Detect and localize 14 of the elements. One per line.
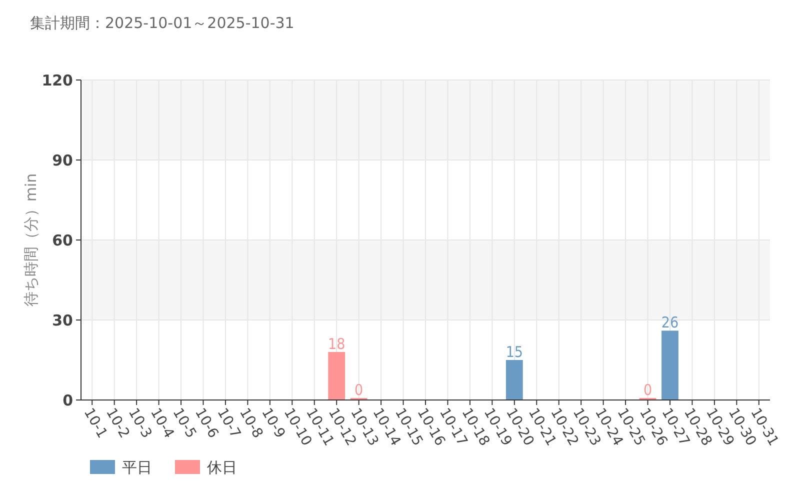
data-label: 15 xyxy=(506,343,523,361)
y-tick-label: 120 xyxy=(42,71,73,90)
data-label: 0 xyxy=(643,381,652,399)
y-axis-title: 待ち時間（分）min xyxy=(22,173,40,307)
legend-label: 休日 xyxy=(207,458,237,476)
y-tick-label: 30 xyxy=(52,311,73,330)
y-tick-label: 90 xyxy=(52,151,73,170)
chart-title: 集計期間：2025-10-01～2025-10-31 xyxy=(30,14,294,32)
data-label: 0 xyxy=(354,381,364,399)
data-label: 18 xyxy=(328,335,346,353)
y-tick-label: 60 xyxy=(52,231,73,250)
legend-label: 平日 xyxy=(122,458,152,476)
y-tick-label: 0 xyxy=(62,391,73,410)
data-label: 26 xyxy=(661,314,679,332)
